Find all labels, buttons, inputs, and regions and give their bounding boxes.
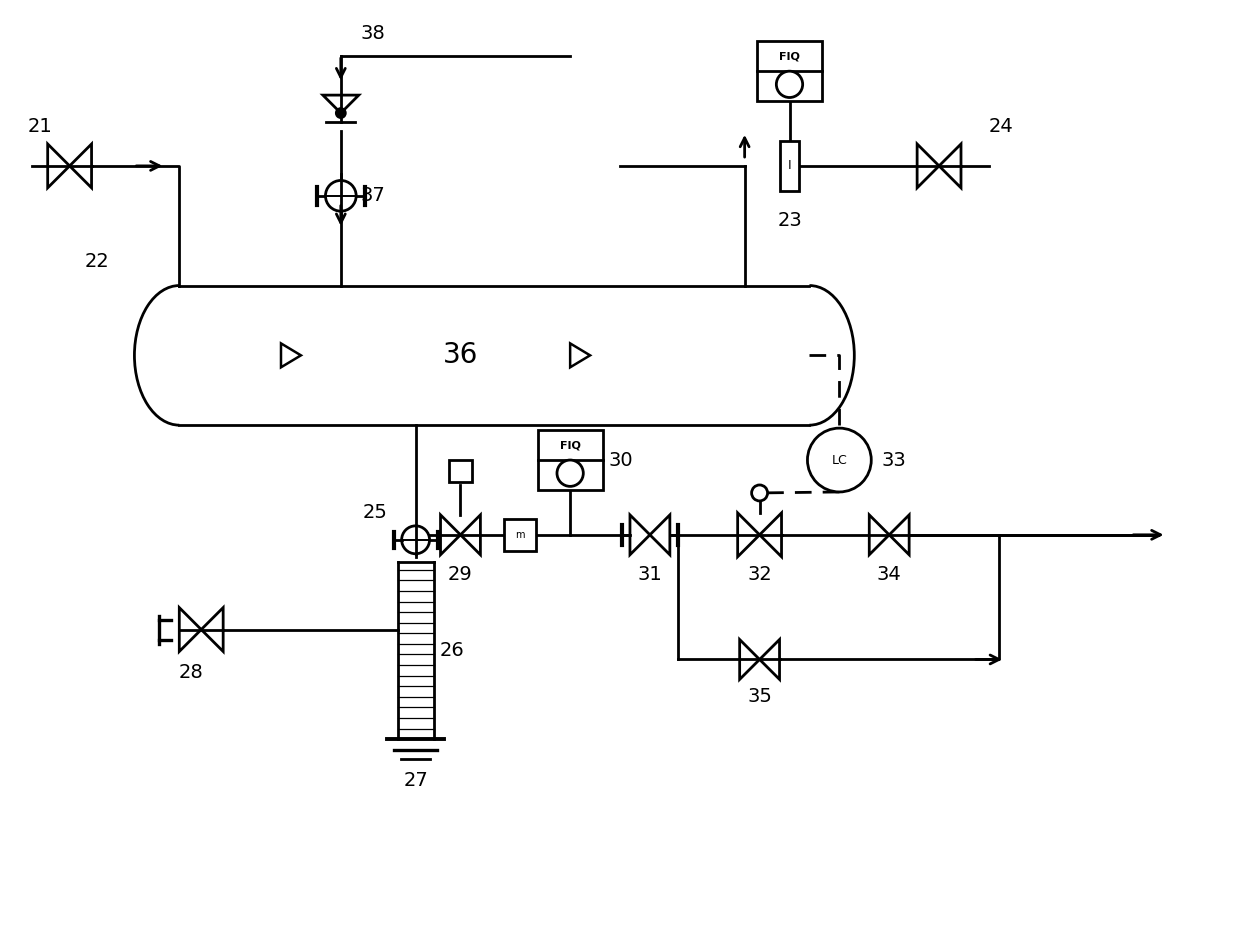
Polygon shape	[738, 512, 760, 557]
Text: LC: LC	[832, 454, 847, 467]
Text: 22: 22	[84, 251, 109, 270]
Circle shape	[557, 460, 583, 487]
Polygon shape	[630, 515, 650, 555]
Polygon shape	[760, 640, 780, 679]
Circle shape	[807, 428, 872, 492]
Polygon shape	[650, 515, 670, 555]
Polygon shape	[201, 607, 223, 651]
Polygon shape	[47, 144, 69, 188]
Circle shape	[751, 485, 768, 501]
Polygon shape	[939, 144, 961, 188]
Polygon shape	[739, 640, 760, 679]
Text: 28: 28	[179, 663, 203, 682]
Bar	[505, 519, 536, 550]
Text: m: m	[516, 530, 525, 540]
Text: 24: 24	[990, 117, 1013, 136]
Text: 25: 25	[363, 503, 388, 522]
Bar	[780, 141, 800, 191]
Polygon shape	[889, 515, 909, 555]
Polygon shape	[69, 144, 92, 188]
Text: 30: 30	[608, 451, 632, 470]
Text: 23: 23	[777, 211, 802, 230]
Text: 34: 34	[877, 565, 901, 584]
Bar	[449, 460, 472, 482]
Circle shape	[402, 526, 429, 554]
Text: I: I	[787, 159, 791, 173]
Text: 32: 32	[748, 565, 773, 584]
Text: 37: 37	[361, 186, 386, 205]
Polygon shape	[460, 515, 480, 555]
Circle shape	[336, 108, 345, 118]
Polygon shape	[869, 515, 889, 555]
Circle shape	[776, 71, 802, 98]
Bar	[758, 41, 822, 102]
Polygon shape	[322, 95, 358, 113]
Polygon shape	[760, 512, 781, 557]
Text: FIQ: FIQ	[559, 440, 580, 450]
Text: 29: 29	[448, 565, 472, 584]
Polygon shape	[180, 607, 201, 651]
Text: 36: 36	[443, 342, 479, 369]
Polygon shape	[440, 515, 460, 555]
Bar	[538, 430, 603, 490]
Polygon shape	[918, 144, 939, 188]
Text: 26: 26	[439, 641, 464, 660]
Text: 33: 33	[882, 451, 906, 470]
Text: FIQ: FIQ	[779, 51, 800, 62]
Text: 35: 35	[748, 687, 773, 706]
Text: 38: 38	[361, 25, 386, 44]
Text: 21: 21	[27, 117, 52, 136]
Circle shape	[325, 180, 356, 212]
Text: 27: 27	[403, 772, 428, 791]
Text: 31: 31	[637, 565, 662, 584]
